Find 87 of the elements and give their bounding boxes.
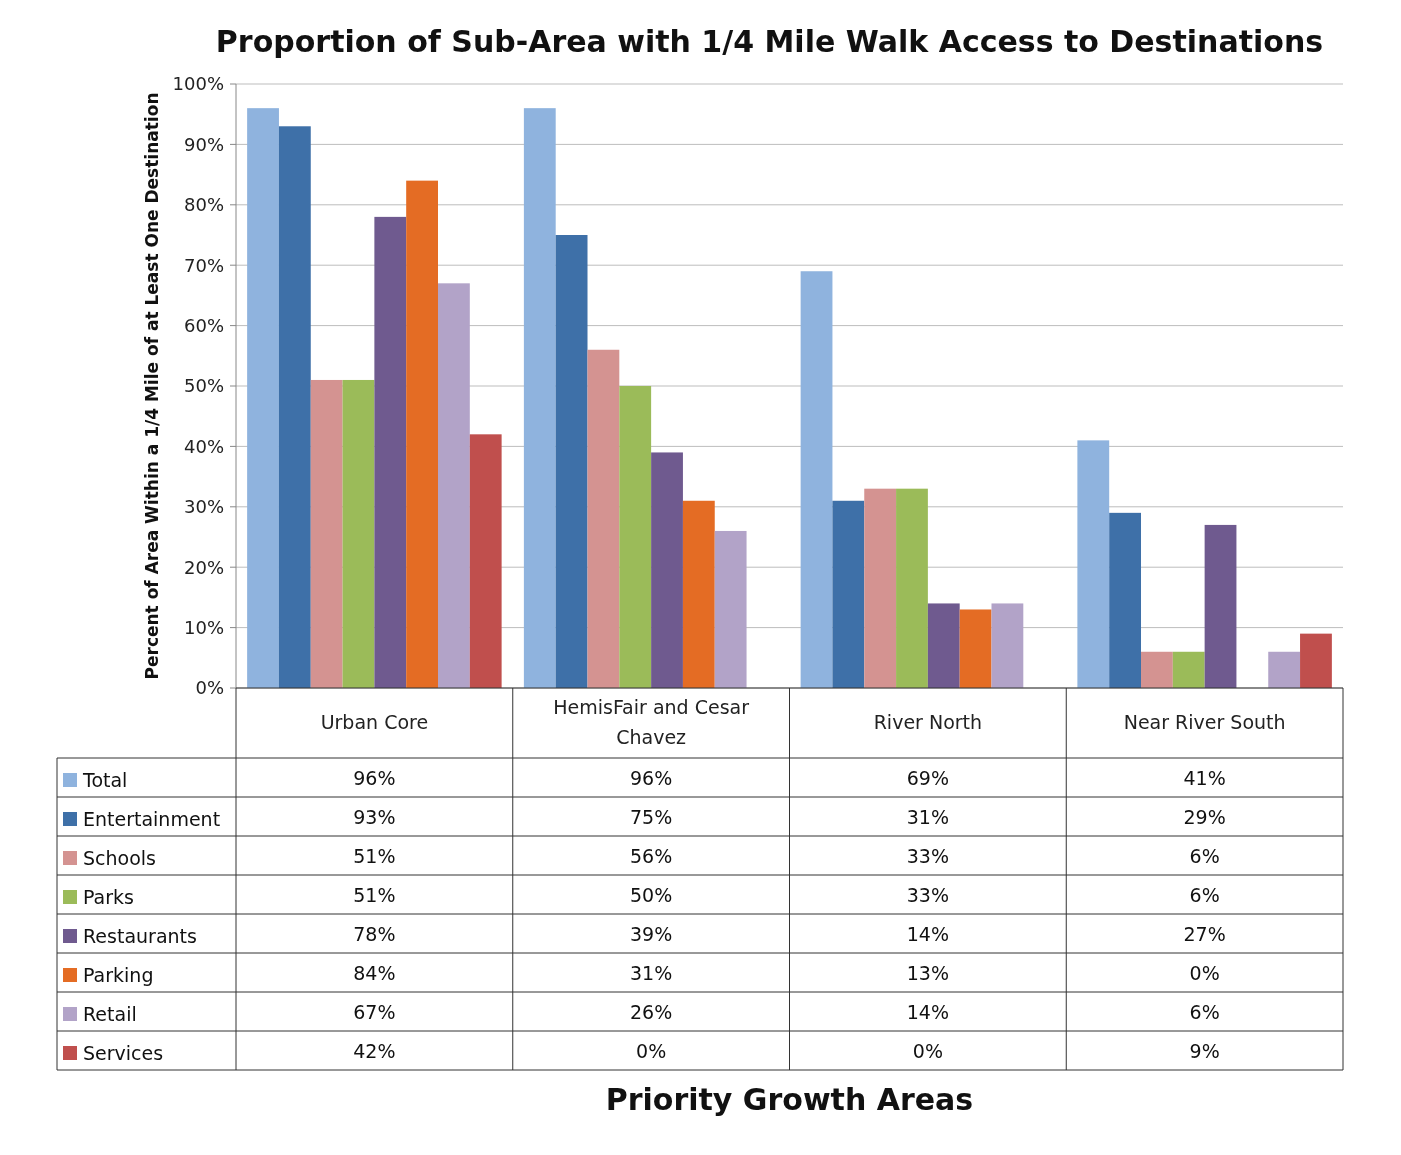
bar	[619, 386, 652, 688]
bar	[896, 488, 928, 688]
y-tick-label: 60%	[183, 314, 224, 336]
y-tick-label: 80%	[183, 194, 224, 216]
y-tick-label: 30%	[183, 496, 224, 518]
bar	[247, 108, 279, 688]
bar	[555, 235, 588, 688]
bar	[1109, 512, 1141, 688]
data-label: 0%	[1189, 962, 1220, 984]
data-label: 41%	[1183, 767, 1226, 789]
data-label: 96%	[353, 767, 396, 789]
data-label: 93%	[353, 806, 396, 828]
legend-label: Parking	[83, 964, 154, 986]
legend-label: Parks	[83, 886, 134, 908]
bar	[651, 452, 683, 688]
bar	[800, 271, 833, 688]
data-label: 67%	[353, 1001, 396, 1023]
data-label: 78%	[353, 923, 396, 945]
data-label: 0%	[636, 1040, 667, 1062]
bar	[587, 349, 620, 688]
data-label: 6%	[1189, 845, 1220, 867]
data-label: 0%	[912, 1040, 943, 1062]
bar	[523, 108, 556, 688]
bar	[406, 180, 438, 688]
legend-label: Entertainment	[83, 808, 221, 830]
y-tick-label: 40%	[183, 435, 224, 457]
data-label: 31%	[906, 806, 949, 828]
legend-label: Services	[83, 1042, 164, 1064]
x-tick-label: River North	[873, 711, 983, 733]
x-tick-label: Near River South	[1123, 711, 1286, 733]
x-tick-label: HemisFair and Cesar Chavez	[553, 696, 750, 748]
bar	[278, 126, 311, 688]
data-label: 14%	[906, 923, 949, 945]
data-label: 33%	[906, 845, 949, 867]
bar	[927, 603, 960, 688]
bar	[1300, 633, 1332, 688]
legend-label: Total	[82, 769, 128, 791]
x-tick-label: Urban Core	[320, 711, 429, 733]
data-label: 26%	[630, 1001, 673, 1023]
legend-label: Restaurants	[83, 925, 197, 947]
data-label: 50%	[630, 884, 673, 906]
legend-label: Retail	[83, 1003, 137, 1025]
bar	[1077, 440, 1110, 688]
data-label: 42%	[353, 1040, 396, 1062]
bar	[1141, 651, 1173, 688]
y-tick-label: 20%	[183, 556, 224, 578]
bar	[374, 216, 407, 688]
data-label: 31%	[630, 962, 673, 984]
bar	[1172, 651, 1205, 688]
y-tick-label: 100%	[172, 73, 224, 95]
bar	[864, 488, 897, 688]
bar	[310, 379, 343, 688]
data-label: 84%	[353, 962, 396, 984]
data-label: 39%	[630, 923, 673, 945]
data-label: 96%	[630, 767, 673, 789]
y-tick-label: 70%	[183, 254, 224, 276]
legend-label: Schools	[83, 847, 156, 869]
bar	[682, 500, 715, 688]
data-label: 14%	[906, 1001, 949, 1023]
y-tick-label: 10%	[183, 616, 224, 638]
data-label: 33%	[906, 884, 949, 906]
bar	[1268, 651, 1301, 688]
bar	[1204, 524, 1237, 688]
bar	[469, 434, 502, 688]
data-label: 29%	[1183, 806, 1226, 828]
data-label: 13%	[906, 962, 949, 984]
data-label: 6%	[1189, 884, 1220, 906]
y-axis-title: Percent of Area Within a 1/4 Mile of at Least One Destination	[142, 92, 162, 680]
bar	[991, 603, 1024, 688]
data-label: 51%	[353, 845, 396, 867]
data-label: 9%	[1189, 1040, 1220, 1062]
bar	[342, 379, 375, 688]
data-label: 27%	[1183, 923, 1226, 945]
data-label: 6%	[1189, 1001, 1220, 1023]
bar	[832, 500, 865, 688]
y-tick-label: 90%	[183, 133, 224, 155]
data-label: 51%	[353, 884, 396, 906]
y-tick-label: 50%	[183, 375, 224, 397]
text: Priority Growth Areas	[605, 1082, 974, 1117]
data-label: 75%	[630, 806, 673, 828]
data-label: 69%	[906, 767, 949, 789]
bar	[959, 609, 992, 688]
data-label: 56%	[630, 845, 673, 867]
chart-title: Proportion of Sub-Area with 1/4 Mile Walk Access to Destinations	[215, 24, 1324, 59]
bar	[714, 530, 747, 688]
y-tick-label: 0%	[195, 677, 224, 699]
bar	[438, 283, 470, 688]
